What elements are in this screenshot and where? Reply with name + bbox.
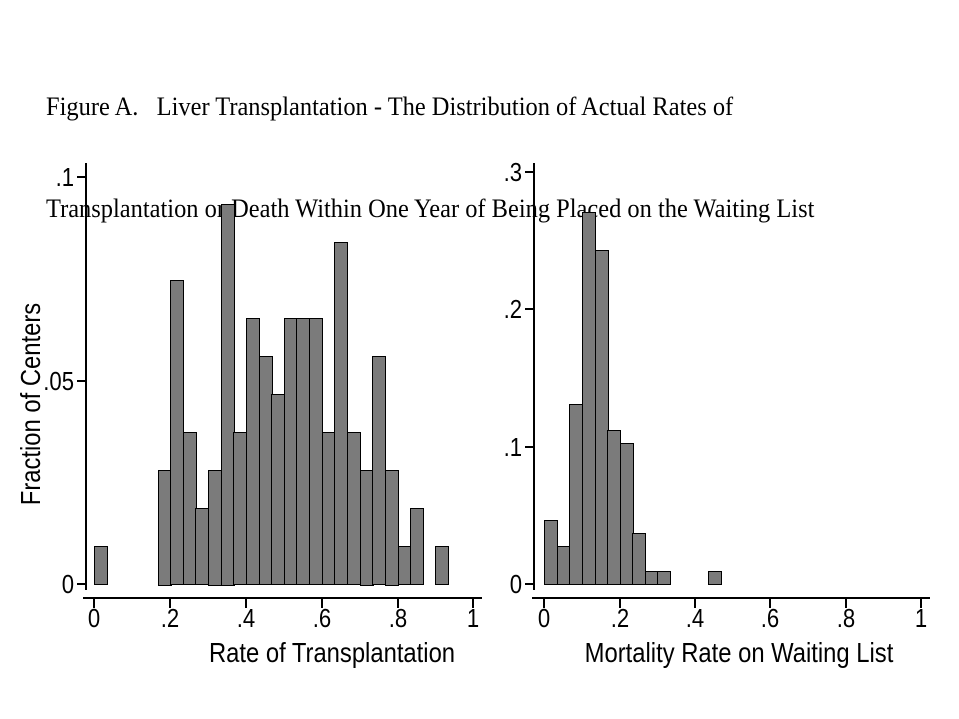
x-tick-mark (769, 599, 772, 608)
histogram-bar (657, 571, 672, 586)
y-tick-label: .2 (503, 294, 522, 325)
histogram-bar (334, 241, 349, 586)
histogram-bar (220, 203, 235, 586)
y-axis-line (532, 163, 535, 590)
x-axis-title-left: Rate of Transplantation (208, 637, 456, 668)
y-tick-label: 0 (61, 569, 74, 599)
x-tick-label: .6 (761, 603, 780, 633)
histogram-bar (632, 532, 647, 586)
x-tick-label: .6 (312, 603, 331, 633)
y-tick-mark (76, 176, 86, 178)
figure-title: Figure A. Liver Transplantation - The Di… (46, 22, 814, 294)
y-tick-mark (524, 171, 534, 174)
x-tick-mark (93, 599, 96, 608)
histogram-bar (94, 546, 109, 586)
x-tick-mark (244, 599, 247, 608)
x-tick-label: .8 (388, 603, 407, 633)
y-axis-title: Fraction of Centers (15, 302, 46, 506)
y-tick-mark (76, 583, 86, 585)
histogram-bar (410, 507, 425, 586)
histogram-bar (384, 470, 399, 586)
y-tick-mark (524, 583, 534, 585)
y-tick-mark (76, 379, 86, 382)
figure-title-line2: Transplantation or Death Within One Year… (46, 194, 815, 223)
x-tick-mark (320, 599, 323, 608)
x-tick-mark (920, 599, 922, 608)
y-tick-mark (524, 445, 534, 448)
x-tick-mark (169, 599, 172, 608)
y-tick-label: .3 (503, 157, 522, 188)
x-tick-label: 1 (467, 603, 480, 633)
histogram-bar (619, 442, 634, 586)
x-axis-line (83, 597, 482, 599)
x-tick-mark (472, 599, 475, 608)
y-axis-line (84, 163, 87, 590)
x-tick-label: 0 (538, 603, 551, 633)
histogram-bar (707, 571, 722, 586)
x-tick-label: .8 (836, 603, 855, 633)
histogram-bar (435, 546, 450, 586)
x-axis-title-right: Mortality Rate on Waiting List (584, 637, 894, 668)
x-tick-label: .2 (610, 603, 629, 633)
y-tick-label: .1 (503, 431, 522, 462)
y-tick-label: 0 (509, 569, 522, 599)
x-tick-label: .4 (685, 603, 705, 633)
x-tick-label: .4 (236, 603, 256, 633)
histogram-bar (594, 250, 609, 586)
x-tick-label: 1 (914, 603, 928, 633)
x-tick-label: 0 (88, 603, 101, 633)
y-tick-mark (524, 308, 534, 311)
x-tick-mark (543, 599, 546, 608)
x-tick-label: .2 (160, 603, 180, 633)
x-tick-mark (693, 599, 696, 608)
x-tick-mark (844, 599, 847, 608)
y-tick-label: .05 (42, 365, 74, 396)
y-tick-label: .1 (55, 162, 74, 192)
x-axis-line (532, 597, 930, 599)
x-tick-mark (396, 599, 399, 608)
figure-title-line1: Figure A. Liver Transplantation - The Di… (46, 92, 734, 121)
x-tick-mark (618, 599, 621, 608)
